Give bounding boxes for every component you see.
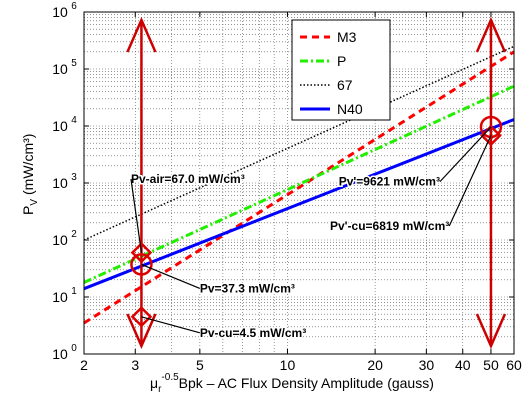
annotation-label: Pv'=9621 mW/cm³ xyxy=(339,175,440,189)
annotation-label: Pv-cu=4.5 mW/cm³ xyxy=(200,326,306,340)
x-axis-label: μr-0.5Bpk – AC Flux Density Amplitude (g… xyxy=(150,372,434,395)
legend: M3 P 67 N40 xyxy=(291,19,391,121)
series-line-n40 xyxy=(83,118,515,291)
legend-label-67: 67 xyxy=(337,77,353,93)
circle-marker xyxy=(130,253,153,276)
series-line-p xyxy=(83,84,515,284)
y-axis-label: PV(mW/cm³) xyxy=(20,134,40,215)
y-tick-exponent: 4 xyxy=(71,115,77,126)
x-tick-label: 3 xyxy=(131,357,139,373)
diamond-marker xyxy=(480,124,502,147)
annotation-leader xyxy=(130,178,143,253)
legend-box xyxy=(291,19,391,121)
y-tick-label: 10 xyxy=(52,346,68,362)
annotation-leader xyxy=(141,316,201,334)
y-tick-exponent: 6 xyxy=(71,1,77,12)
y-tick-label: 10 xyxy=(52,175,68,191)
y-tick-exponent: 3 xyxy=(71,172,77,183)
annotation-leader xyxy=(141,263,201,290)
legend-label-m3: M3 xyxy=(337,29,357,45)
x-tick-label: 5 xyxy=(196,357,204,373)
arrow-head-up xyxy=(126,16,157,53)
arrow-head-down xyxy=(475,313,507,350)
x-tick-label: 60 xyxy=(506,357,522,373)
annotation-markers xyxy=(126,16,507,350)
y-tick-exponent: 2 xyxy=(71,229,77,240)
diamond-marker xyxy=(130,241,153,264)
x-tick-label: 30 xyxy=(419,357,435,373)
series-line-67 xyxy=(83,45,515,241)
y-tick-exponent: 5 xyxy=(71,58,77,69)
annotation-leader xyxy=(439,126,492,183)
y-tick-label: 10 xyxy=(52,232,68,248)
x-tick-label: 20 xyxy=(367,357,383,373)
annotation-leader xyxy=(448,135,492,227)
x-tick-label: 2 xyxy=(80,357,88,373)
annotation-label: Pv-air=67.0 mW/cm³ xyxy=(131,172,245,186)
arrow-head-up xyxy=(475,16,507,53)
diamond-marker xyxy=(130,305,153,328)
series-lines xyxy=(83,45,515,325)
x-tick-label: 40 xyxy=(455,357,471,373)
legend-label-p: P xyxy=(337,53,346,69)
series-line-m3 xyxy=(83,50,515,325)
annotations: Pv-air=67.0 mW/cm³ Pv=37.3 mW/cm³ Pv-cu=4.… xyxy=(129,126,492,341)
y-tick-label: 10 xyxy=(52,118,68,134)
arrow-head-down xyxy=(126,313,157,350)
y-tick-exponent: 1 xyxy=(71,286,77,297)
annotation-label: Pv'-cu=6819 mW/cm³ xyxy=(330,219,449,233)
annotation-label: Pv=37.3 mW/cm³ xyxy=(200,281,295,295)
x-tick-label: 10 xyxy=(280,357,296,373)
y-tick-label: 10 xyxy=(52,289,68,305)
y-tick-label: 10 xyxy=(52,4,68,20)
y-tick-label: 10 xyxy=(52,61,68,77)
circle-marker xyxy=(479,115,503,139)
y-tick-exponent: 0 xyxy=(71,343,77,354)
legend-label-n40: N40 xyxy=(337,101,363,117)
x-tick-label: 50 xyxy=(483,357,499,373)
